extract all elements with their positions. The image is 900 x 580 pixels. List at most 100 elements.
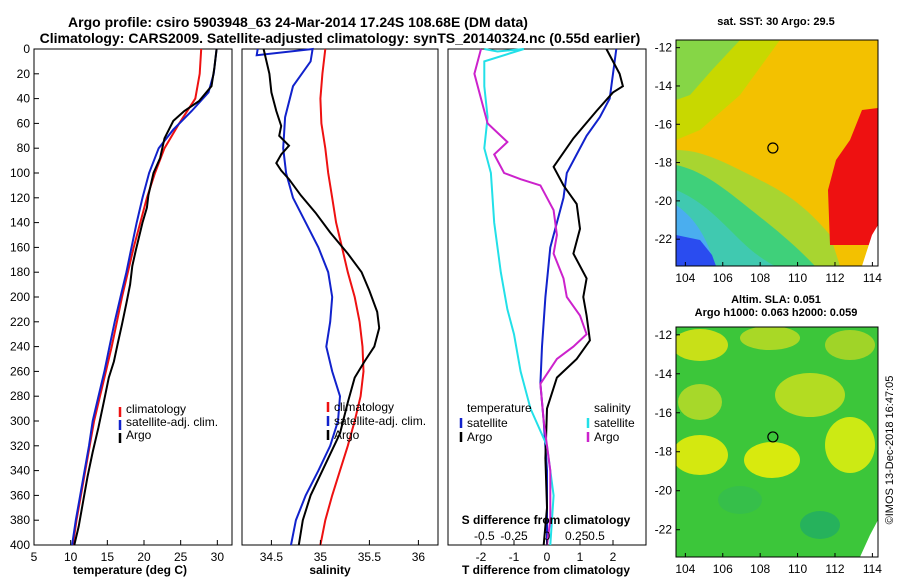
x-tick-label: 34.5	[260, 550, 284, 564]
s-tick-label: 0	[544, 529, 551, 543]
map-x-tick-label: 112	[825, 271, 844, 285]
y-tick-label: 200	[10, 290, 30, 304]
legend-satellite-s: satellite-adj. clim.	[334, 414, 426, 428]
salinity-xticks: 34.5 35 35.5 36	[260, 540, 426, 564]
map-y-tick-label: -22	[655, 523, 673, 537]
legend-salinity-title: salinity	[594, 401, 631, 415]
salinity-panel: 34.5 35 35.5 36 salinity climatology satell…	[241, 47, 439, 577]
t-difference-xlabel: T difference from climatology	[462, 563, 630, 577]
map-x-tick-label: 108	[750, 562, 770, 576]
s-tick-label: -0.5	[474, 529, 495, 543]
legend-t-argo: Argo	[467, 430, 493, 444]
sla-map-frame	[675, 326, 879, 558]
series-line-argo	[73, 48, 218, 546]
temperature-xticks: 5 10 15 20 25 30	[31, 540, 225, 564]
series-line-t-argo	[542, 48, 625, 546]
series-line-argo	[262, 48, 381, 546]
s-difference-label: S difference from climatology	[462, 513, 631, 527]
sst-map-panel: sat. SST: 30 Argo: 29.5 104 106 108 110 112 1…	[655, 16, 883, 285]
x-tick-label: 0	[544, 550, 551, 564]
x-tick-label: 2	[610, 550, 617, 564]
map-x-tick-label: 108	[750, 271, 770, 285]
salinity-legend: climatology satellite-adj. clim. Argo	[326, 400, 426, 442]
difference-series	[473, 48, 625, 546]
y-tick-label: 300	[10, 414, 30, 428]
sla-blob-e	[775, 373, 845, 417]
sst-map-yticks: -12 -14 -16 -18 -20 -22	[655, 41, 680, 246]
sst-map-title: sat. SST: 30 Argo: 29.5	[717, 16, 835, 28]
series-line-satellite-adj-clim-	[71, 48, 218, 546]
sst-cool-region	[676, 40, 740, 100]
y-tick-label: 100	[10, 166, 30, 180]
y-tick-label: 280	[10, 389, 30, 403]
salinity-frame	[241, 48, 439, 546]
sla-blob-f	[676, 435, 728, 475]
map-x-tick-label: 110	[788, 562, 807, 576]
salinity-xlabel: salinity	[309, 563, 351, 577]
s-tick-label: 0.25	[565, 529, 589, 543]
temperature-xlabel: temperature (deg C)	[73, 563, 187, 577]
x-tick-label: 30	[211, 550, 225, 564]
map-x-tick-label: 114	[863, 562, 882, 576]
map-x-tick-label: 114	[863, 271, 882, 285]
sst-red-region	[828, 108, 878, 245]
y-tick-label: 180	[10, 265, 30, 279]
map-x-tick-label: 104	[675, 271, 695, 285]
figure-title-line2: Climatology: CARS2009. Satellite-adjuste…	[40, 30, 641, 46]
x-tick-label: 15	[101, 550, 115, 564]
map-y-tick-label: -20	[655, 194, 673, 208]
temperature-panel: 5 10 15 20 25 30 0 20 40 60 80 100 120 140 160 180 200 2…	[10, 42, 233, 577]
legend-t-satellite: satellite	[467, 416, 508, 430]
x-tick-label: 1	[577, 550, 584, 564]
map-y-tick-label: -16	[655, 117, 673, 131]
x-tick-label: -1	[509, 550, 520, 564]
difference-panel: -2 -1 0 1 2 -0.5 -0.25 0 0.25 0.5 S difference f…	[447, 48, 647, 577]
x-tick-label: 20	[137, 550, 151, 564]
y-tick-label: 80	[17, 141, 31, 155]
legend-argo: Argo	[126, 428, 152, 442]
sla-blob-g	[744, 442, 800, 478]
map-y-tick-label: -14	[655, 367, 673, 381]
depth-yticks: 0 20 40 60 80 100 120 140 160 180 200 220 240 260 280 3…	[10, 42, 39, 552]
sst-map-frame	[675, 39, 879, 267]
series-line-satellite-adj-clim-	[255, 47, 342, 546]
y-tick-label: 120	[10, 191, 30, 205]
y-tick-label: 140	[10, 216, 30, 230]
map-y-tick-label: -18	[655, 156, 673, 170]
x-tick-label: 36	[412, 550, 426, 564]
map-y-tick-label: -12	[655, 328, 673, 342]
sla-map-yticks: -12 -14 -16 -18 -20 -22	[655, 328, 680, 537]
sla-blob-j	[718, 486, 762, 514]
sla-map-field	[676, 327, 878, 557]
map-y-tick-label: -20	[655, 484, 673, 498]
map-y-tick-label: -18	[655, 445, 673, 459]
sst-map-xticks: 104 106 108 110 112 114	[675, 262, 882, 285]
timestamp-watermark: ©IMOS 13-Dec-2018 16:47:05	[884, 376, 896, 525]
x-tick-label: 5	[31, 550, 38, 564]
x-tick-label: 25	[174, 550, 188, 564]
sst-blue-region	[676, 235, 716, 266]
figure-title-line1: Argo profile: csiro 5903948_63 24-Mar-20…	[68, 14, 528, 30]
sla-blob-i	[800, 511, 840, 539]
map-x-tick-label: 112	[825, 562, 844, 576]
series-line-climatology	[319, 48, 365, 546]
y-tick-label: 20	[17, 67, 31, 81]
x-tick-label: 35.5	[358, 550, 382, 564]
difference-xticks: -2 -1 0 1 2	[476, 540, 617, 564]
salinity-series	[255, 47, 381, 546]
map-x-tick-label: 106	[713, 562, 733, 576]
legend-s-argo: Argo	[594, 430, 620, 444]
y-tick-label: 260	[10, 364, 30, 378]
sla-blob-c	[825, 330, 875, 360]
series-line-s-argo	[473, 48, 588, 546]
difference-s-xticks: -0.5 -0.25 0 0.25 0.5	[474, 529, 605, 543]
y-tick-label: 40	[17, 92, 31, 106]
y-tick-label: 320	[10, 439, 30, 453]
sla-blob-d	[678, 384, 722, 420]
y-tick-label: 240	[10, 340, 30, 354]
sla-blob-b	[740, 327, 800, 350]
sst-land-edge	[862, 225, 878, 266]
y-tick-label: 380	[10, 513, 30, 527]
map-y-tick-label: -12	[655, 41, 673, 55]
